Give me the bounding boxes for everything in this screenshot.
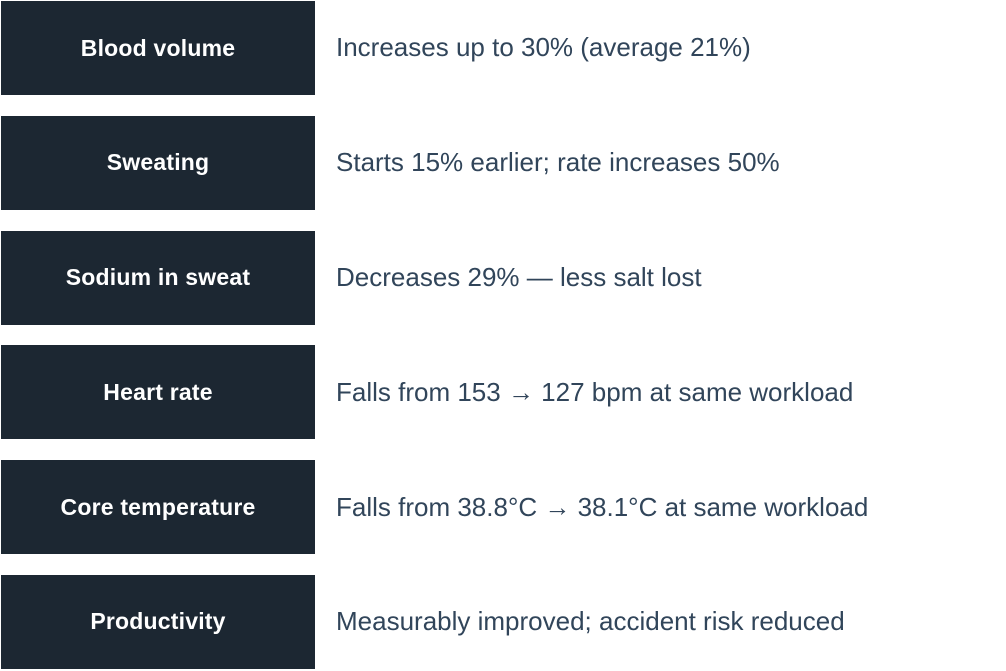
- row-label-box: Blood volume: [1, 1, 315, 95]
- row-description: Starts 15% earlier; rate increases 50%: [336, 147, 780, 178]
- row-label: Productivity: [90, 608, 226, 635]
- row-label: Heart rate: [103, 378, 213, 405]
- row-label-box: Sodium in sweat: [1, 230, 315, 325]
- table-row: Sodium in sweat Decreases 29% — less sal…: [1, 230, 1006, 325]
- row-label-box: Core temperature: [1, 460, 315, 555]
- table-row: Core temperature Falls from 38.8°C → 38.…: [1, 460, 1006, 555]
- row-description: Increases up to 30% (average 21%): [336, 32, 751, 63]
- row-label-box: Sweating: [1, 115, 315, 210]
- row-label-box: Productivity: [1, 574, 315, 669]
- row-description: Falls from 38.8°C → 38.1°C at same workl…: [336, 491, 869, 522]
- row-label-box: Heart rate: [1, 345, 315, 440]
- row-label: Blood volume: [80, 34, 236, 61]
- row-description: Falls from 153 → 127 bpm at same workloa…: [336, 376, 854, 407]
- table-row: Productivity Measurably improved; accide…: [1, 574, 1006, 669]
- row-label: Core temperature: [60, 493, 256, 520]
- table-row: Sweating Starts 15% earlier; rate increa…: [1, 115, 1006, 210]
- row-label: Sweating: [106, 149, 210, 176]
- table-row: Heart rate Falls from 153 → 127 bpm at s…: [1, 345, 1006, 440]
- row-label: Sodium in sweat: [65, 264, 251, 291]
- row-description: Measurably improved; accident risk reduc…: [336, 606, 845, 637]
- row-description: Decreases 29% — less salt lost: [336, 262, 702, 292]
- table-row: Blood volume Increases up to 30% (averag…: [1, 1, 1006, 95]
